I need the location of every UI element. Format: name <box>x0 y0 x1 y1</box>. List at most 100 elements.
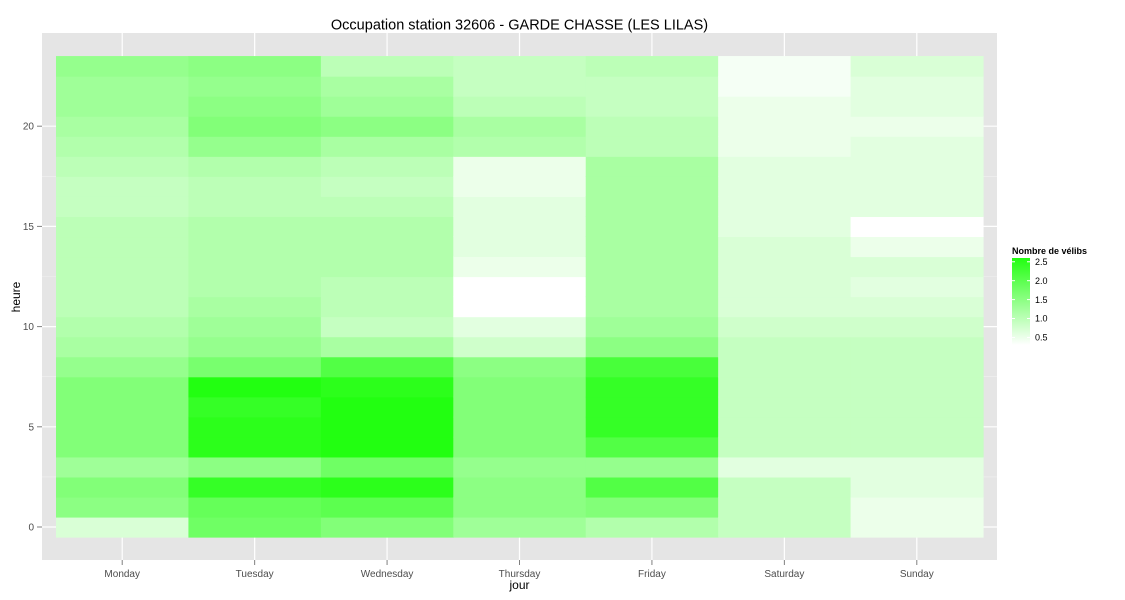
heatmap-cell <box>585 56 719 77</box>
heatmap-cell <box>56 396 190 418</box>
heatmap-cell <box>453 56 587 77</box>
heatmap-cell <box>188 216 322 238</box>
heatmap-cell <box>453 456 587 478</box>
heatmap-cell <box>320 76 454 97</box>
heatmap-cell <box>188 376 322 398</box>
heatmap-cell <box>453 336 587 358</box>
heatmap-cell <box>56 276 190 298</box>
heatmap-cell <box>188 316 322 338</box>
heatmap-cell <box>585 276 719 298</box>
heatmap-cell <box>850 376 984 398</box>
heatmap-cell <box>585 436 719 458</box>
heatmap-cell <box>850 496 984 518</box>
heatmap-cell <box>453 136 587 157</box>
heatmap-cell <box>850 116 984 137</box>
y-tick-label: 5 <box>28 422 34 433</box>
heatmap-cell <box>850 356 984 378</box>
legend-title: Nombre de vélibs <box>1012 246 1087 256</box>
heatmap-cell <box>585 116 719 137</box>
legend-label: 2.0 <box>1035 276 1048 286</box>
heatmap-cell <box>56 336 190 358</box>
x-tick-label: Wednesday <box>361 569 414 580</box>
heatmap-cell <box>585 176 719 197</box>
heatmap-cell <box>453 216 587 238</box>
heatmap-cell <box>453 356 587 378</box>
heatmap-cell <box>188 276 322 298</box>
heatmap-cell <box>320 116 454 137</box>
x-axis-title: jour <box>508 578 529 592</box>
heatmap-cell <box>320 176 454 197</box>
heatmap-cell <box>188 136 322 157</box>
heatmap-cell <box>718 56 852 77</box>
heatmap-cell <box>320 376 454 398</box>
heatmap-cell <box>850 276 984 298</box>
heatmap-cell <box>718 496 852 518</box>
heatmap-cell <box>850 136 984 157</box>
heatmap-cell <box>453 116 587 137</box>
heatmap-cell <box>56 216 190 238</box>
heatmap-cell <box>320 276 454 298</box>
heatmap-cell <box>56 356 190 378</box>
heatmap-cell <box>188 196 322 217</box>
heatmap-cell <box>188 416 322 438</box>
heatmap-cell <box>320 336 454 358</box>
heatmap-cell <box>718 356 852 378</box>
y-tick-label: 15 <box>23 222 35 233</box>
heatmap-cell <box>718 516 852 538</box>
heatmap-cell <box>718 456 852 478</box>
heatmap-cell <box>850 456 984 478</box>
heatmap-cell <box>188 296 322 318</box>
heatmap-cell <box>188 116 322 137</box>
heatmap-cell <box>188 476 322 498</box>
heatmap-cell <box>585 396 719 418</box>
heatmap-cell <box>585 516 719 538</box>
heatmap-cell <box>320 256 454 278</box>
heatmap-cell <box>188 396 322 418</box>
x-tick-label: Sunday <box>900 569 934 580</box>
y-tick-label: 20 <box>23 122 35 133</box>
heatmap-cell <box>718 316 852 338</box>
heatmap-cell <box>453 416 587 438</box>
heatmap-cell <box>585 356 719 378</box>
heatmap-cell <box>718 176 852 197</box>
legend-label: 1.0 <box>1035 314 1048 324</box>
heatmap-cell <box>320 456 454 478</box>
heatmap-cell <box>188 236 322 258</box>
heatmap-cell <box>850 76 984 97</box>
heatmap-cell <box>453 396 587 418</box>
heatmap-cell <box>188 56 322 77</box>
x-tick-label: Friday <box>638 569 666 580</box>
heatmap-cell <box>850 516 984 538</box>
heatmap-cell <box>320 396 454 418</box>
heatmap-cell <box>188 496 322 518</box>
heatmap-cell <box>453 436 587 458</box>
heatmap-cell <box>718 476 852 498</box>
heatmap-cell <box>718 96 852 117</box>
heatmap-cell <box>56 176 190 197</box>
heatmap-cell <box>188 356 322 378</box>
heatmap-cell <box>188 76 322 97</box>
legend-label: 2.5 <box>1035 257 1048 267</box>
heatmap-cell <box>585 336 719 358</box>
heatmap-cell <box>585 76 719 97</box>
legend-label: 0.5 <box>1035 333 1048 343</box>
heatmap-cell <box>585 216 719 238</box>
heatmap-cell <box>850 396 984 418</box>
heatmap-cell <box>453 196 587 217</box>
heatmap-cell <box>850 416 984 438</box>
heatmap-cell <box>453 496 587 518</box>
heatmap-cell <box>56 56 190 77</box>
heatmap-cell <box>56 76 190 97</box>
heatmap-cell <box>718 136 852 157</box>
heatmap-cell <box>850 96 984 117</box>
heatmap-cell <box>850 436 984 458</box>
heatmap-cell <box>320 356 454 378</box>
heatmap-cell <box>320 516 454 538</box>
heatmap-cell <box>453 296 587 318</box>
heatmap-cell <box>453 516 587 538</box>
heatmap-cell <box>188 336 322 358</box>
heatmap-cell <box>188 96 322 117</box>
y-axis: 0 5 10 15 20 <box>23 122 42 534</box>
heatmap-cell <box>320 496 454 518</box>
